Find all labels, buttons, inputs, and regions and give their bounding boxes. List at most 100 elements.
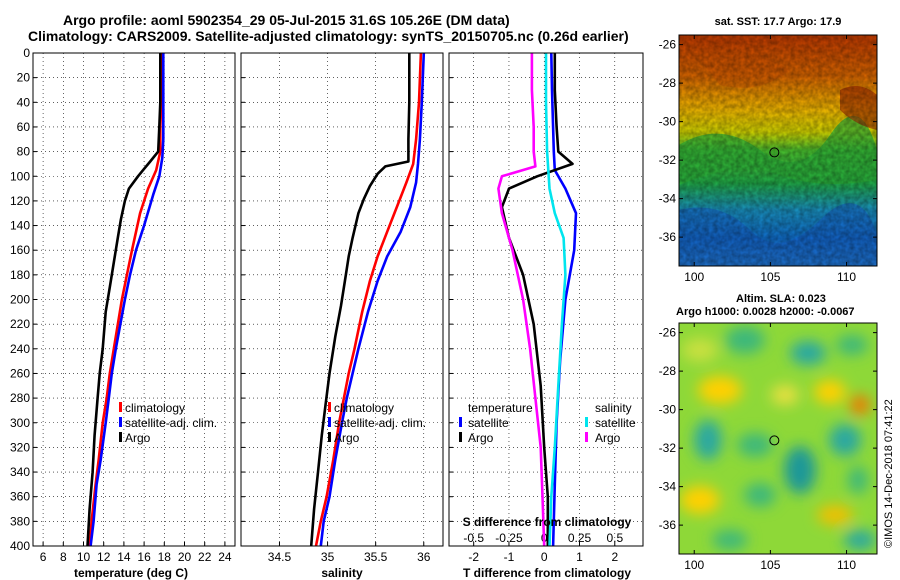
- depth-tick-label: 180: [10, 268, 30, 282]
- x-tick-label: -1: [504, 550, 515, 564]
- legend-swatch-climatology: [119, 402, 122, 412]
- depth-tick-label: 140: [10, 219, 30, 233]
- x-tick-label: 24: [218, 550, 232, 564]
- legend-swatch-satellite: [328, 417, 331, 427]
- lat-tick-label: -36: [659, 230, 677, 244]
- temperature-legend: climatology satellite-adj. clim. Argo: [119, 401, 217, 445]
- sst-map-axes: -26 -28 -30 -32 -34 -36 100 105 110: [659, 35, 877, 284]
- legend-swatch-s-satellite: [585, 417, 588, 427]
- lat-tick-label: -28: [659, 76, 677, 90]
- title-line-1: Argo profile: aoml 5902354_29 05-Jul-201…: [63, 12, 510, 28]
- plot-frame: [240, 52, 444, 547]
- depth-tick-label: 220: [10, 317, 30, 331]
- depth-tick-label: 60: [17, 120, 31, 134]
- legend-swatch-argo: [328, 432, 331, 442]
- lat-tick-label: -28: [659, 364, 677, 378]
- x-tick-label: 12: [97, 550, 111, 564]
- legend-label-climatology: climatology: [125, 401, 185, 415]
- sla-map-frame: [678, 322, 878, 555]
- sla-map-title-1: Altim. SLA: 0.023: [736, 293, 826, 305]
- plot-frame: [448, 52, 644, 547]
- sla-map-title-2: Argo h1000: 0.0028 h2000: -0.0067: [676, 306, 855, 318]
- lat-tick-label: -26: [659, 326, 677, 340]
- x-tick-label: 14: [117, 550, 131, 564]
- x-tick-label: 0: [541, 550, 548, 564]
- top-axis-tick-label: 0.25: [568, 531, 592, 545]
- x-tick-label: 35: [321, 550, 335, 564]
- argo-location-marker: [769, 147, 780, 158]
- series-line-climatology: [88, 53, 163, 547]
- lon-tick-label: 100: [684, 270, 704, 284]
- legend-swatch-s-argo: [585, 432, 588, 442]
- legend-swatch-satellite: [119, 417, 122, 427]
- legend-label-s-satellite: satellite: [595, 416, 636, 430]
- difference-legend: temperature satellite Argo salinity sate…: [459, 401, 636, 445]
- difference-xlabel: T difference from climatology: [463, 566, 631, 580]
- depth-tick-label: 240: [10, 342, 30, 356]
- top-axis-tick-label: 0.5: [606, 531, 623, 545]
- legend-label-t-satellite: satellite: [468, 416, 509, 430]
- lon-tick-label: 110: [837, 558, 856, 572]
- legend-title-salinity: salinity: [595, 401, 632, 415]
- depth-tick-label: 100: [10, 169, 30, 183]
- x-tick-label: 34.5: [268, 550, 292, 564]
- x-tick-label: 8: [60, 550, 67, 564]
- sst-map-image: [679, 35, 877, 266]
- lon-tick-label: 105: [760, 270, 780, 284]
- legend-label-s-argo: Argo: [595, 431, 621, 445]
- lat-tick-label: -30: [659, 115, 677, 129]
- argo-location-marker: [769, 435, 780, 446]
- salinity-panel: 34.5 35 35.5 36: [240, 52, 444, 564]
- legend-swatch-argo: [119, 432, 122, 442]
- depth-tick-label: 360: [10, 490, 30, 504]
- depth-tick-label: 120: [10, 194, 30, 208]
- top-axis-tick-label: -0.5: [463, 531, 484, 545]
- depth-tick-label: 400: [10, 539, 30, 553]
- legend-label-t-argo: Argo: [468, 431, 494, 445]
- sla-map-image: [679, 323, 877, 554]
- sst-map-frame: [678, 34, 878, 267]
- series-line-climatology: [314, 52, 423, 547]
- legend-swatch-climatology: [328, 402, 331, 412]
- depth-tick-label: 260: [10, 366, 30, 380]
- lon-tick-label: 110: [837, 270, 856, 284]
- legend-swatch-t-argo: [459, 432, 462, 442]
- legend-label-satellite: satellite-adj. clim.: [334, 416, 426, 430]
- x-tick-label: 16: [137, 550, 151, 564]
- depth-tick-label: 320: [10, 440, 30, 454]
- temperature-xlabel: temperature (deg C): [74, 566, 188, 580]
- salinity-legend: climatology satellite-adj. clim. Argo: [328, 401, 426, 445]
- series-line-satellite-adj-clim-: [319, 52, 426, 547]
- temperature-panel: 0 20 40 60 80 100 120 140 160 180 200 220 240 260 280 3…: [10, 46, 236, 564]
- x-tick-label: 20: [178, 550, 192, 564]
- legend-label-climatology: climatology: [334, 401, 394, 415]
- series-line-satellite-adj-clim-: [89, 53, 165, 547]
- depth-tick-label: 340: [10, 465, 30, 479]
- legend-swatch-t-satellite: [459, 417, 462, 427]
- legend-label-satellite: satellite-adj. clim.: [125, 416, 217, 430]
- difference-top-axis-label: S difference from climatology: [463, 515, 632, 529]
- legend-title-temperature: temperature: [468, 401, 533, 415]
- depth-tick-label: 300: [10, 416, 30, 430]
- x-tick-label: 22: [198, 550, 212, 564]
- depth-tick-label: 80: [17, 145, 31, 159]
- x-tick-label: 35.5: [364, 550, 388, 564]
- lat-tick-label: -26: [659, 38, 677, 52]
- series-line-argo: [309, 53, 411, 547]
- x-tick-label: 6: [40, 550, 47, 564]
- lat-tick-label: -34: [659, 480, 677, 494]
- lon-tick-label: 100: [684, 558, 704, 572]
- depth-tick-label: 380: [10, 514, 30, 528]
- x-tick-label: 2: [611, 550, 618, 564]
- lat-tick-label: -30: [659, 403, 677, 417]
- depth-tick-label: 40: [17, 95, 31, 109]
- legend-label-argo: Argo: [334, 431, 360, 445]
- lat-tick-label: -32: [659, 153, 677, 167]
- series-line-s-satellite: [544, 53, 567, 547]
- difference-panel: -2 -1 0 1 2-0.5 -0.25 0 0.25 0.5: [448, 52, 644, 564]
- depth-tick-label: 160: [10, 243, 30, 257]
- top-axis-tick-label: -0.25: [495, 531, 523, 545]
- sst-map-title: sat. SST: 17.7 Argo: 17.9: [715, 16, 842, 28]
- lat-tick-label: -36: [659, 518, 677, 532]
